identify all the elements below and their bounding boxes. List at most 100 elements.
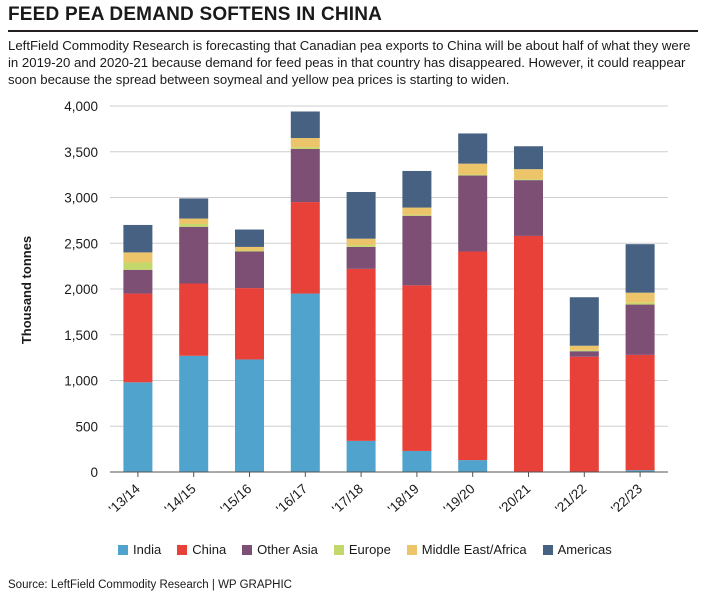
chart-subtitle: LeftField Commodity Research is forecast…: [8, 38, 691, 87]
bar-segment-americas: [514, 146, 543, 170]
legend-item: Europe: [333, 542, 391, 557]
y-tick-label: 1,000: [64, 374, 98, 389]
legend-label: Americas: [557, 542, 612, 557]
bar-segment-americas: [346, 192, 376, 239]
bar-segment-india: [179, 355, 209, 472]
x-tick-label: '14/15: [162, 481, 199, 516]
bar-segment-europe: [402, 214, 432, 216]
bar-segment-middle-east-africa: [569, 345, 599, 351]
source-note: Source: LeftField Commodity Research | W…: [8, 579, 292, 591]
x-tick-label: '13/14: [106, 481, 143, 517]
bar-segment-china: [569, 356, 599, 472]
bar-segment-middle-east-africa: [625, 292, 655, 303]
legend-item: Middle East/Africa: [406, 542, 527, 557]
legend-label: India: [133, 542, 162, 557]
bar-segment-americas: [290, 111, 320, 139]
bar-segment-india: [235, 359, 264, 472]
bar-segment-europe: [123, 262, 153, 270]
y-axis-label: Thousand tonnes: [19, 236, 34, 344]
bar-segment-china: [402, 285, 432, 451]
legend-swatch: [118, 544, 128, 555]
x-tick-label: '16/17: [273, 481, 310, 516]
bar-segment-china: [123, 293, 153, 383]
bar-segment-other-asia: [625, 304, 655, 355]
chart-title: FEED PEA DEMAND SOFTENS IN CHINA: [8, 4, 698, 32]
y-tick-label: 500: [75, 419, 98, 434]
y-tick-label: 0: [90, 465, 98, 480]
bar-segment-americas: [625, 244, 655, 293]
legend-label: Europe: [348, 542, 391, 557]
bar-segment-middle-east-africa: [235, 246, 264, 251]
bar-segment-india: [458, 460, 488, 472]
bar-segment-other-asia: [402, 215, 432, 286]
y-tick-label: 2,500: [64, 236, 98, 251]
bar-segment-americas: [235, 229, 264, 247]
bar-segment-americas: [569, 297, 599, 346]
legend-item: China: [177, 542, 226, 557]
bar-segment-china: [458, 251, 488, 461]
legend-label: Other Asia: [257, 542, 318, 557]
x-tick-label: '15/16: [217, 481, 254, 516]
bar-segment-china: [235, 288, 264, 360]
bar-segment-china: [514, 235, 543, 472]
legend-label: Middle East/Africa: [421, 542, 527, 557]
x-tick-label: '20/21: [496, 481, 533, 516]
x-tick-label: '22/23: [608, 481, 645, 516]
legend-swatch: [242, 544, 253, 555]
bar-segment-americas: [458, 133, 488, 164]
legend-swatch: [333, 544, 344, 555]
bar-segment-other-asia: [458, 175, 488, 252]
bar-segment-europe: [235, 250, 264, 252]
bar-segment-other-asia: [123, 269, 153, 294]
bar-segment-india: [346, 440, 376, 472]
bar-segment-americas: [179, 198, 209, 219]
legend-label: China: [192, 542, 227, 557]
bar-segment-other-asia: [235, 251, 264, 289]
stacked-bar-chart: 0 500 1,000 1,500 2,000 2,500 3,000 3,500 4,000 '…: [19, 99, 668, 517]
bar-segment-europe: [514, 179, 543, 181]
bar-segment-other-asia: [514, 180, 543, 236]
bar-segment-europe: [458, 174, 488, 176]
bar-segment-china: [625, 354, 655, 471]
bar-segment-other-asia: [179, 226, 209, 284]
bars: [123, 111, 655, 472]
bar-segment-europe: [179, 224, 209, 227]
legend-item: Other Asia: [242, 542, 318, 557]
y-tick-label: 3,500: [64, 145, 98, 160]
bar-segment-india: [625, 470, 655, 472]
x-tick-label: '19/20: [441, 481, 478, 516]
bar-segment-middle-east-africa: [514, 169, 543, 180]
bar-segment-china: [179, 283, 209, 356]
bar-segment-middle-east-africa: [123, 252, 153, 263]
bar-segment-americas: [402, 170, 432, 208]
bar-segment-europe: [569, 350, 599, 352]
legend-swatch: [542, 544, 553, 555]
bar-segment-other-asia: [290, 149, 320, 203]
bar-segment-europe: [346, 245, 376, 247]
bar-segment-india: [402, 450, 432, 472]
chart-legend: India China Other Asia Europe Middle East/Af…: [118, 542, 638, 557]
bar-segment-china: [290, 202, 320, 294]
bar-segment-china: [346, 268, 376, 441]
y-tick-label: 1,500: [64, 328, 98, 343]
bar-segment-middle-east-africa: [290, 138, 320, 148]
bar-segment-middle-east-africa: [402, 207, 432, 215]
bar-segment-americas: [123, 224, 153, 253]
y-tick-label: 2,000: [64, 282, 98, 297]
bar-segment-india: [123, 382, 153, 472]
y-tick-label: 4,000: [64, 99, 98, 114]
y-tick-label: 3,000: [64, 191, 98, 206]
bar-segment-middle-east-africa: [458, 163, 488, 175]
legend-item: India: [118, 542, 161, 557]
legend-item: Americas: [542, 542, 612, 557]
bar-segment-india: [290, 293, 320, 472]
legend-swatch: [177, 544, 188, 555]
bar-segment-middle-east-africa: [346, 238, 376, 246]
bar-segment-other-asia: [569, 351, 599, 357]
bar-segment-europe: [290, 147, 320, 150]
x-tick-label: '18/19: [385, 481, 422, 516]
x-tick-label: '21/22: [552, 481, 589, 516]
bar-segment-europe: [625, 302, 655, 305]
legend-swatch: [406, 544, 417, 555]
x-tick-label: '17/18: [329, 481, 366, 516]
